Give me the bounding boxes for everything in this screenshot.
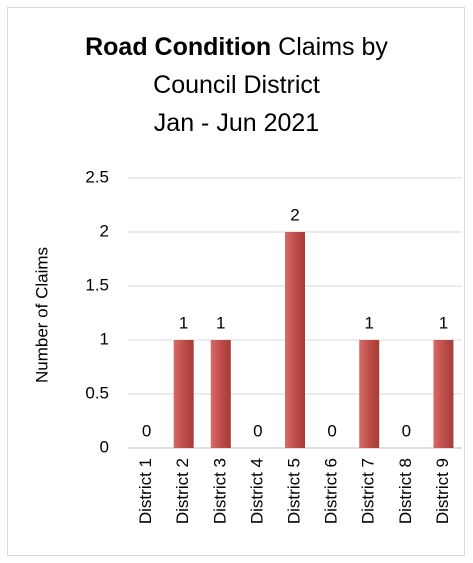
bar: [285, 232, 305, 448]
bar: [433, 340, 454, 448]
x-axis-ticks: District 1 District 2 District 3 District 4…: [136, 458, 452, 524]
title-bold: Road Condition: [85, 33, 272, 61]
chart-title: Road Condition Claims by Council Distric…: [0, 28, 473, 142]
title-line-1: Road Condition Claims by: [0, 28, 473, 66]
y-tick-label: 1.5: [85, 275, 109, 294]
x-tick-label: District 6: [322, 458, 341, 524]
x-tick-label: District 5: [284, 458, 303, 524]
y-axis-label: Number of Claims: [32, 247, 51, 383]
data-label: 0: [327, 421, 336, 440]
data-label: 1: [179, 313, 188, 332]
x-tick-label: District 3: [210, 458, 229, 524]
x-tick-label: District 1: [136, 458, 155, 524]
y-tick-label: 1: [100, 329, 109, 348]
data-label: 1: [216, 313, 225, 332]
x-tick-label: District 4: [247, 458, 266, 524]
bars: [173, 232, 454, 448]
chart-frame: [7, 7, 465, 556]
y-tick-label: 2.5: [85, 167, 109, 186]
x-tick-label: District 8: [396, 458, 415, 524]
bar: [173, 340, 194, 448]
title-line-3: Jan - Jun 2021: [153, 109, 320, 137]
data-label: 0: [142, 421, 151, 440]
x-tick-label: District 2: [173, 458, 192, 524]
data-label: 0: [402, 421, 411, 440]
data-label: 1: [439, 313, 448, 332]
data-label: 1: [364, 313, 373, 332]
x-tick-label: District 7: [359, 458, 378, 524]
data-label: 0: [253, 421, 262, 440]
title-rest: Claims by: [271, 33, 388, 61]
y-axis-ticks: 0 0.5 1 1.5 2 2.5: [85, 167, 109, 456]
y-tick-label: 0: [100, 437, 109, 456]
y-tick-label: 0.5: [85, 383, 109, 402]
data-labels: 0 1 1 0 2 0 1 0 1: [142, 205, 448, 440]
y-tick-label: 2: [100, 221, 109, 240]
bar: [210, 340, 231, 448]
bar: [359, 340, 380, 448]
x-tick-label: District 9: [433, 458, 452, 524]
title-line-2: Council District: [153, 71, 320, 99]
data-label: 2: [290, 205, 299, 224]
